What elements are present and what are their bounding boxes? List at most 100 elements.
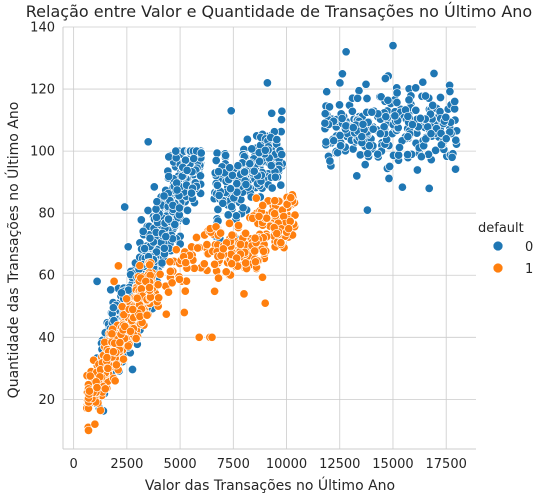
scatter-point-series-0	[225, 163, 235, 173]
scatter-point-series-0	[240, 167, 250, 177]
scatter-point-series-0	[362, 205, 372, 215]
scatter-point-series-0	[276, 180, 286, 190]
scatter-point-series-1	[193, 243, 203, 253]
scatter-point-series-0	[431, 145, 441, 155]
scatter-point-series-0	[238, 203, 248, 213]
scatter-point-series-0	[272, 135, 282, 145]
legend-title: default	[478, 221, 524, 236]
scatter-point-series-1	[221, 267, 231, 277]
scatter-point-series-0	[447, 152, 457, 162]
scatter-point-series-0	[445, 86, 455, 97]
y-tick-label: 40	[38, 331, 55, 346]
legend: default 0 1	[478, 221, 533, 277]
scatter-point-series-0	[368, 124, 378, 134]
scatter-point-series-0	[186, 188, 197, 198]
scatter-point-series-1	[163, 287, 174, 297]
scatter-point-series-1	[254, 211, 264, 221]
scatter-point-series-0	[108, 303, 118, 313]
scatter-point-series-1	[109, 276, 119, 286]
scatter-point-series-0	[388, 41, 398, 51]
scatter-point-series-0	[320, 118, 330, 128]
data-points	[82, 41, 462, 435]
scatter-point-series-0	[221, 150, 231, 161]
scatter-point-series-0	[394, 150, 404, 160]
scatter-point-series-1	[216, 228, 226, 238]
y-tick-label: 20	[38, 393, 55, 408]
scatter-point-series-0	[353, 93, 363, 103]
scatter-point-series-1	[154, 293, 164, 303]
scatter-point-series-1	[135, 261, 145, 271]
scatter-point-series-0	[375, 129, 385, 139]
y-tick-label: 80	[38, 207, 55, 222]
scatter-point-series-0	[322, 87, 332, 97]
chart-title: Relação entre Valor e Quantidade de Tran…	[26, 2, 532, 21]
scatter-point-series-0	[403, 132, 413, 142]
scatter-point-series-0	[136, 215, 146, 225]
scatter-point-series-0	[277, 106, 287, 116]
scatter-point-series-0	[363, 149, 373, 159]
scatter-point-series-1	[224, 218, 235, 228]
scatter-point-series-1	[272, 228, 282, 239]
scatter-point-series-0	[213, 204, 223, 215]
x-tick-label: 5000	[164, 457, 197, 472]
scatter-point-series-1	[213, 273, 224, 283]
scatter-point-series-1	[131, 333, 141, 344]
scatter-point-series-0	[420, 91, 431, 101]
scatter-point-series-1	[153, 280, 163, 290]
scatter-point-series-0	[358, 119, 368, 129]
scatter-point-series-0	[337, 69, 347, 79]
scatter-point-series-0	[245, 159, 255, 169]
scatter-point-series-0	[159, 243, 169, 253]
scatter-point-series-0	[320, 109, 330, 119]
scatter-point-series-1	[259, 246, 269, 256]
scatter-point-series-1	[174, 274, 185, 284]
scatter-point-series-0	[211, 155, 221, 166]
scatter-point-series-0	[267, 183, 277, 193]
scatter-point-series-0	[392, 88, 402, 98]
scatter-point-series-0	[390, 111, 400, 121]
scatter-point-series-0	[450, 96, 460, 107]
scatter-point-series-0	[138, 226, 148, 236]
scatter-point-series-0	[164, 152, 174, 162]
scatter-point-series-0	[336, 141, 346, 151]
scatter-point-series-0	[152, 197, 162, 207]
scatter-point-series-1	[250, 233, 260, 243]
scatter-point-series-1	[218, 244, 228, 254]
scatter-point-series-0	[171, 146, 181, 156]
scatter-point-series-0	[140, 244, 150, 254]
y-tick-label: 60	[38, 269, 55, 284]
scatter-point-series-0	[335, 130, 345, 141]
scatter-point-series-1	[90, 419, 100, 429]
scatter-point-series-0	[426, 129, 436, 139]
scatter-point-series-1	[110, 376, 120, 386]
scatter-point-series-1	[171, 245, 181, 255]
scatter-point-series-0	[231, 211, 241, 221]
scatter-point-series-1	[181, 258, 191, 268]
scatter-point-series-0	[381, 112, 391, 122]
scatter-point-series-0	[385, 161, 395, 172]
scatter-point-series-0	[404, 95, 414, 105]
scatter-point-series-0	[212, 180, 222, 190]
scatter-point-series-0	[436, 140, 446, 150]
y-tick-label: 100	[30, 145, 55, 160]
scatter-point-series-0	[260, 145, 270, 155]
scatter-point-series-1	[180, 286, 190, 296]
scatter-point-series-0	[416, 152, 426, 162]
x-tick-label: 12500	[319, 457, 360, 472]
scatter-point-series-0	[255, 156, 265, 167]
scatter-point-series-1	[211, 222, 221, 232]
scatter-point-series-1	[85, 371, 95, 381]
scatter-point-series-1	[202, 240, 212, 250]
scatter-point-series-0	[127, 364, 138, 375]
scatter-point-series-1	[107, 329, 117, 339]
scatter-point-series-0	[182, 165, 192, 175]
scatter-point-series-1	[260, 298, 270, 308]
scatter-point-series-1	[191, 232, 202, 243]
scatter-point-series-0	[145, 233, 155, 243]
scatter-point-series-0	[242, 134, 252, 144]
scatter-point-series-0	[161, 232, 171, 242]
scatter-point-series-0	[189, 154, 199, 164]
scatter-point-series-0	[360, 160, 370, 170]
scatter-point-series-1	[284, 224, 294, 234]
